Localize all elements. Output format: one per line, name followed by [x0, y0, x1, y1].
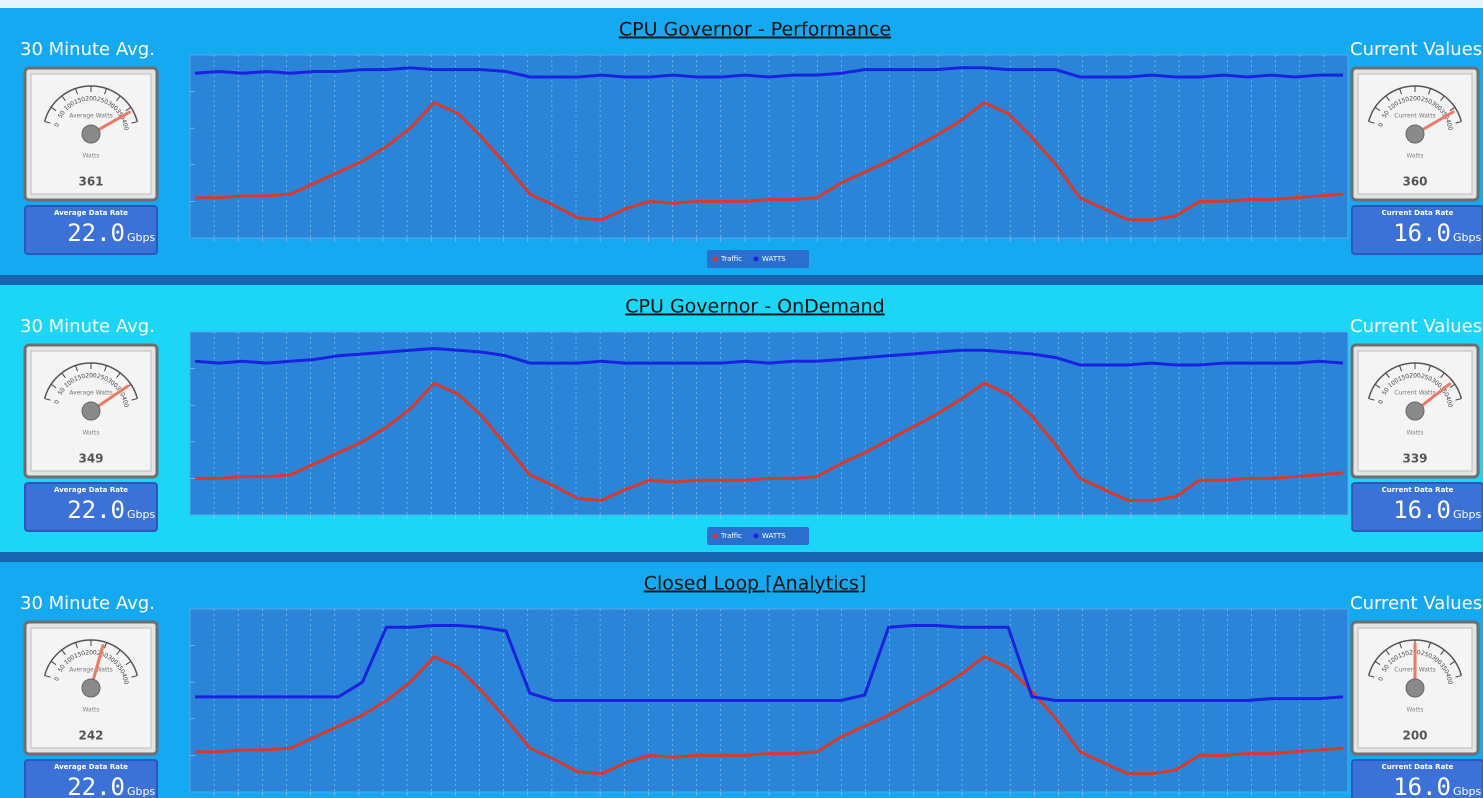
data-rate-value: 16.0 — [1393, 219, 1451, 247]
gauge-unit: Watts — [82, 430, 99, 437]
data-rate-value: 16.0 — [1393, 773, 1451, 798]
gauge-unit: Watts — [82, 153, 99, 160]
left-label: 30 Minute Avg. — [20, 593, 155, 614]
gauge-name: Average Watts — [69, 390, 113, 397]
legend-swatch — [754, 534, 759, 539]
gauge-name: Current Watts — [1394, 390, 1436, 397]
right-label: Current Values — [1350, 316, 1482, 337]
legend-swatch — [713, 534, 718, 539]
gauge-name: Average Watts — [69, 667, 113, 674]
data-rate-value: 22.0 — [67, 219, 125, 247]
data-rate-unit: Gbps — [127, 231, 155, 244]
gauge-value: 339 — [1402, 452, 1427, 466]
data-rate-label: Average Data Rate — [54, 486, 128, 494]
gauge-knob — [82, 125, 100, 143]
gauge: 050100150200250300350400Current WattsWat… — [1352, 622, 1478, 754]
legend-label: WATTS — [762, 532, 786, 540]
legend-label: Traffic — [720, 532, 742, 540]
right-label: Current Values — [1350, 39, 1482, 60]
gauge-unit: Watts — [1406, 153, 1423, 160]
gauge-value: 360 — [1402, 175, 1427, 189]
data-rate-unit: Gbps — [1453, 508, 1481, 521]
data-rate-value: 22.0 — [67, 496, 125, 524]
gauge-value: 200 — [1402, 729, 1427, 743]
gauge-name: Average Watts — [69, 113, 113, 120]
gauge-knob — [82, 679, 100, 697]
data-rate-label: Current Data Rate — [1382, 209, 1454, 217]
dashboard: CPU Governor - Performance 30 Minute Avg.… — [0, 0, 1483, 798]
gauge-knob — [1406, 402, 1424, 420]
data-rate-label: Average Data Rate — [54, 763, 128, 771]
top-strip — [0, 0, 1483, 8]
gauge: 050100150200250300350400Current WattsWat… — [1352, 68, 1478, 200]
panel-title: CPU Governor - Performance — [619, 19, 891, 41]
data-rate-value: 16.0 — [1393, 496, 1451, 524]
left-label: 30 Minute Avg. — [20, 316, 155, 337]
legend-swatch — [754, 257, 759, 262]
data-rate-unit: Gbps — [127, 785, 155, 798]
gauge-unit: Watts — [82, 707, 99, 714]
data-rate-unit: Gbps — [1453, 231, 1481, 244]
gauge-name: Current Watts — [1394, 113, 1436, 120]
gauge-knob — [1406, 679, 1424, 697]
data-rate-value: 22.0 — [67, 773, 125, 798]
data-rate-label: Current Data Rate — [1382, 763, 1454, 771]
gauge-unit: Watts — [1406, 430, 1423, 437]
data-rate-unit: Gbps — [127, 508, 155, 521]
panel-title: CPU Governor - OnDemand — [625, 296, 884, 318]
gauge: 050100150200250300350400Average WattsWat… — [25, 68, 157, 200]
gauge-knob — [82, 402, 100, 420]
data-rate-label: Average Data Rate — [54, 209, 128, 217]
data-rate-label: Current Data Rate — [1382, 486, 1454, 494]
gauge-knob — [1406, 125, 1424, 143]
legend-label: WATTS — [762, 255, 786, 263]
data-rate-unit: Gbps — [1453, 785, 1481, 798]
legend-label: Traffic — [720, 255, 742, 263]
right-label: Current Values — [1350, 593, 1482, 614]
gauge-value: 349 — [78, 452, 103, 466]
left-label: 30 Minute Avg. — [20, 39, 155, 60]
panel-title: Closed Loop [Analytics] — [644, 573, 867, 595]
gauge-unit: Watts — [1406, 707, 1423, 714]
gauge-value: 242 — [78, 729, 103, 743]
legend-swatch — [713, 257, 718, 262]
gauge-value: 361 — [78, 175, 103, 189]
